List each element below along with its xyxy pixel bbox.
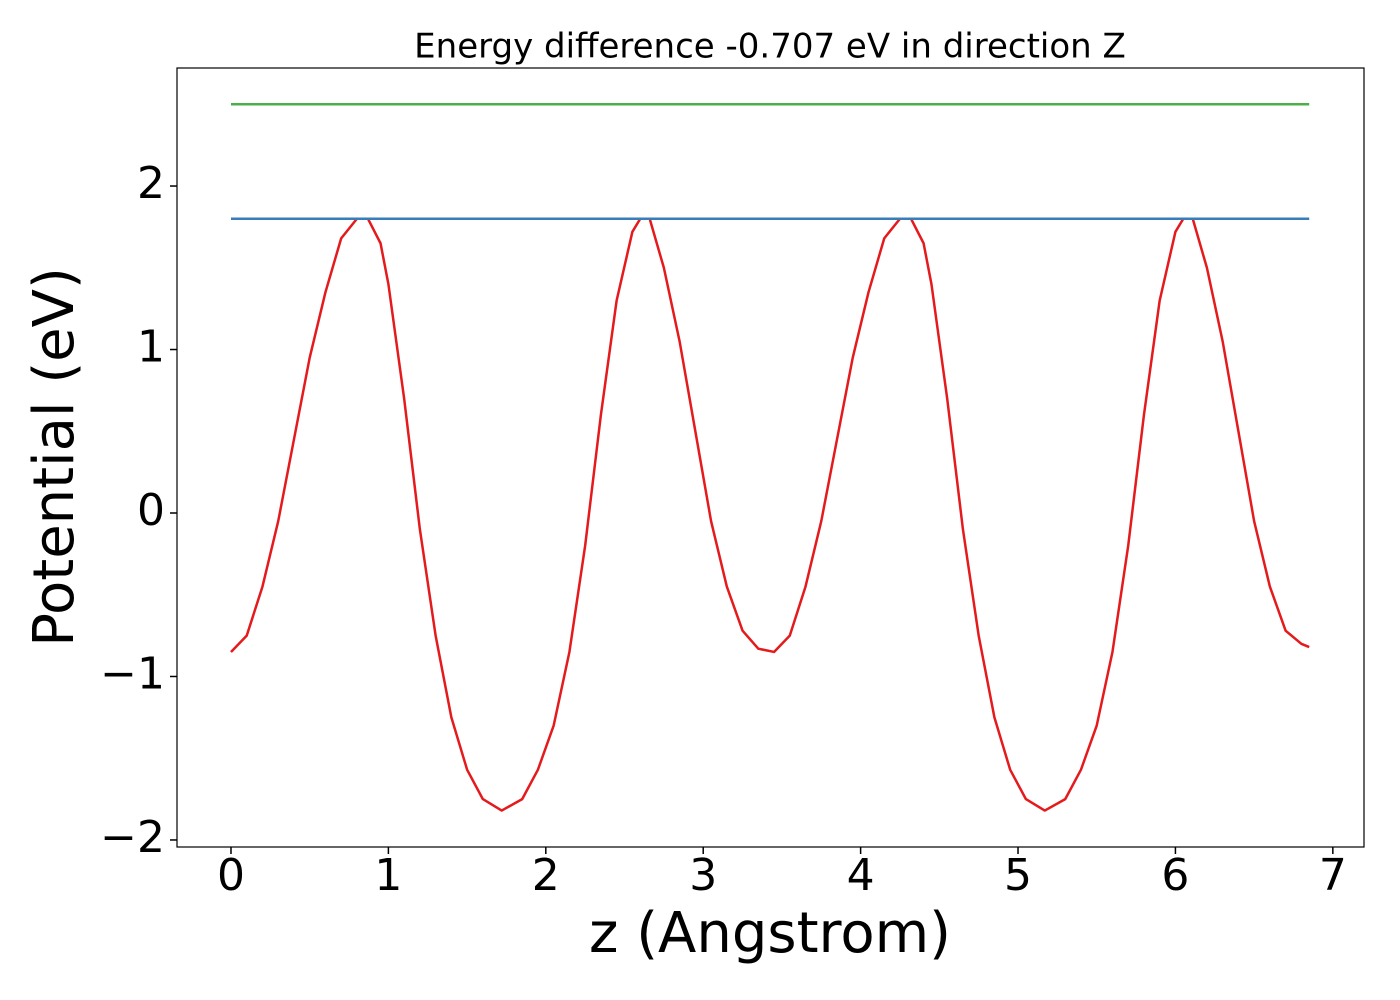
- x-tick-label: 1: [374, 850, 402, 901]
- series-line: [230, 217, 1310, 812]
- y-tick-label: −1: [100, 648, 165, 699]
- y-tick-label: 0: [137, 485, 165, 536]
- x-tick-label: 2: [532, 850, 560, 901]
- x-tick-label: 3: [689, 850, 717, 901]
- x-axis-label: z (Angstrom): [589, 901, 951, 966]
- chart-title: Energy difference -0.707 eV in direction…: [414, 27, 1126, 67]
- y-tick-label: 2: [137, 158, 165, 209]
- x-tick-label: 0: [217, 850, 245, 901]
- x-tick-label: 5: [1004, 850, 1032, 901]
- plot-frame: [176, 67, 1365, 848]
- x-tick-label: 4: [847, 850, 875, 901]
- y-tick-label: 1: [137, 322, 165, 373]
- y-axis-label: Potential (eV): [22, 267, 87, 647]
- y-tick-label: −2: [100, 812, 165, 863]
- x-tick-label: 7: [1319, 850, 1347, 901]
- x-tick-label: 6: [1161, 850, 1189, 901]
